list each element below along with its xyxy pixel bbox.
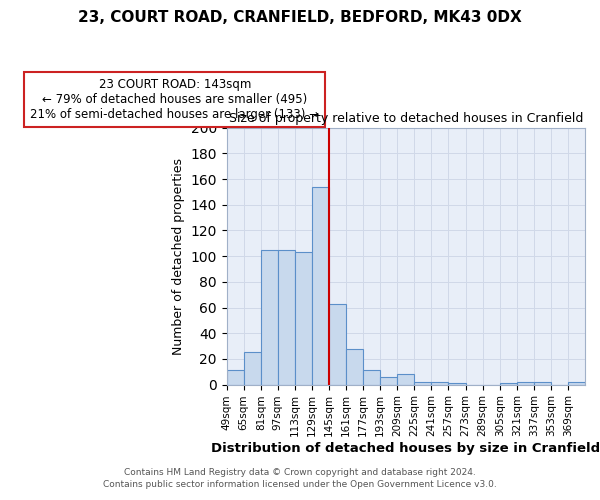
Bar [346,348,363,384]
Bar [278,250,295,384]
Text: 23, COURT ROAD, CRANFIELD, BEDFORD, MK43 0DX: 23, COURT ROAD, CRANFIELD, BEDFORD, MK43… [78,10,522,25]
Bar [227,370,244,384]
Y-axis label: Number of detached properties: Number of detached properties [172,158,185,354]
Bar [295,252,312,384]
Bar [415,382,431,384]
Bar [244,352,261,384]
Bar [380,377,397,384]
Bar [397,374,415,384]
Bar [312,186,329,384]
Text: 23 COURT ROAD: 143sqm
← 79% of detached houses are smaller (495)
21% of semi-det: 23 COURT ROAD: 143sqm ← 79% of detached … [31,78,319,121]
Bar [568,382,585,384]
Bar [363,370,380,384]
Text: Contains public sector information licensed under the Open Government Licence v3: Contains public sector information licen… [103,480,497,489]
Bar [261,250,278,384]
Bar [329,304,346,384]
X-axis label: Distribution of detached houses by size in Cranfield: Distribution of detached houses by size … [211,442,600,455]
Text: Contains HM Land Registry data © Crown copyright and database right 2024.: Contains HM Land Registry data © Crown c… [124,468,476,477]
Bar [517,382,534,384]
Bar [534,382,551,384]
Bar [431,382,448,384]
Title: Size of property relative to detached houses in Cranfield: Size of property relative to detached ho… [229,112,583,125]
